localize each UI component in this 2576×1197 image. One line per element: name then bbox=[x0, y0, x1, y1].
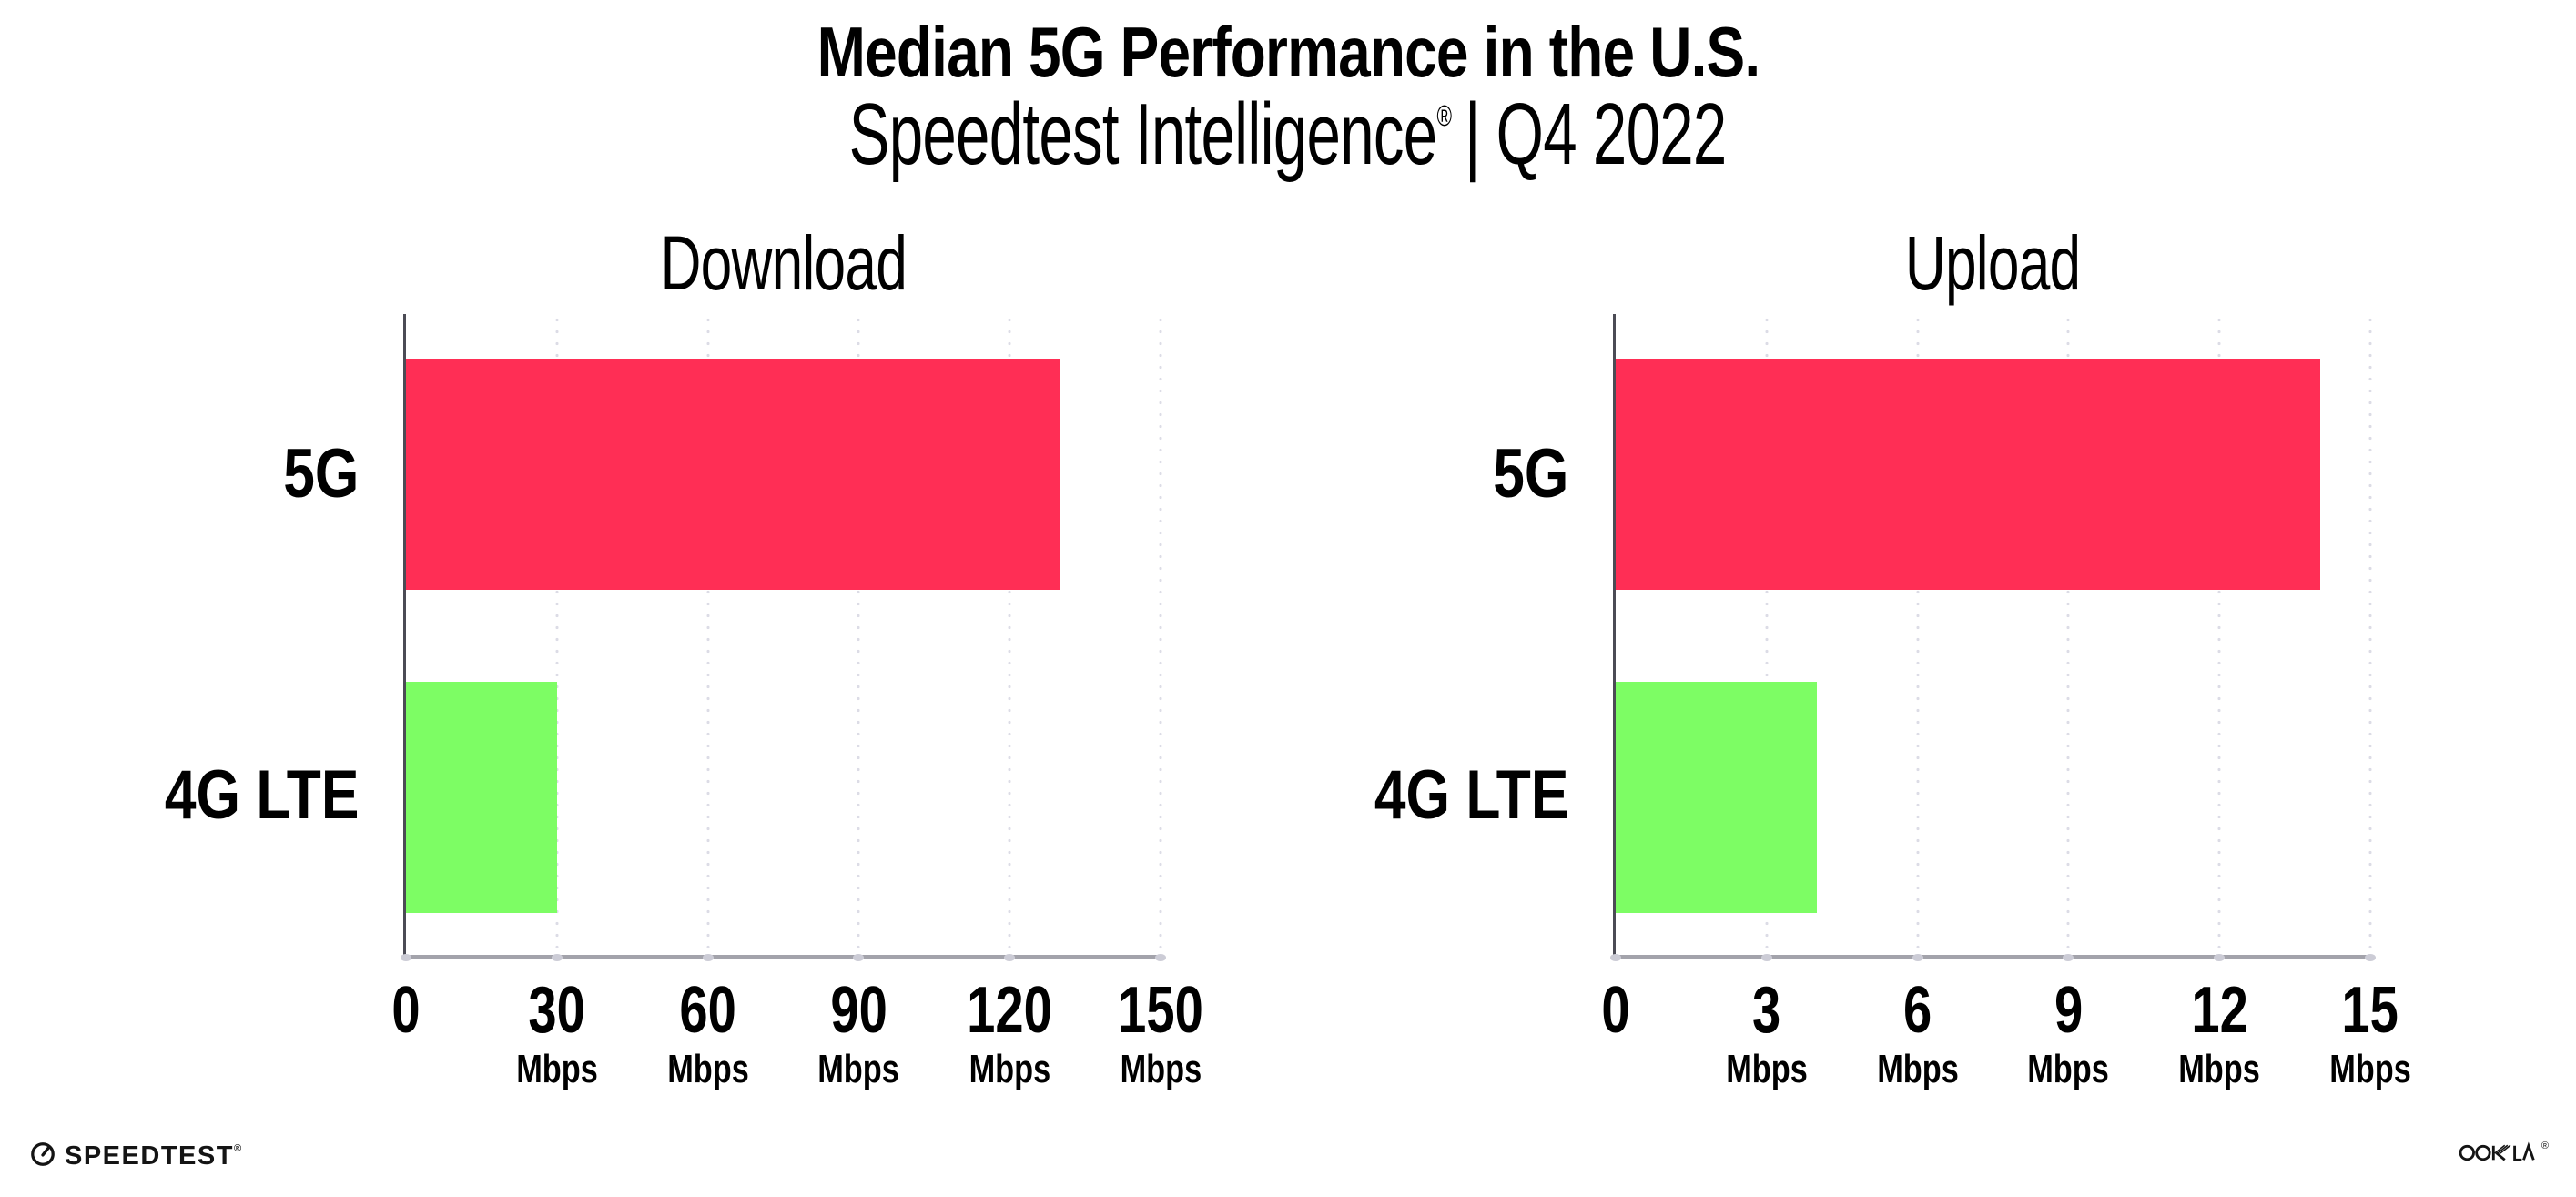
download-chart-title: Download bbox=[660, 220, 907, 306]
upload-chart: Upload 5G 4G LTE 0 3 Mbps 6 Mbps 9 Mbps 12 M… bbox=[1374, 225, 2410, 1090]
page-title: Median 5G Performance in the U.S. bbox=[816, 12, 1760, 92]
ookla-logo: ® bbox=[2459, 1140, 2549, 1168]
x-tick-label: 150 Mbps bbox=[1118, 974, 1203, 1091]
bar-5g-upload bbox=[1616, 359, 2320, 590]
speedtest-wordmark: SPEEDTEST® bbox=[65, 1141, 242, 1171]
gridline bbox=[555, 314, 559, 955]
axis-tick-dot bbox=[1610, 954, 1621, 961]
x-tick-label: 3 Mbps bbox=[1725, 974, 1808, 1091]
axis-tick-dot bbox=[1004, 954, 1016, 961]
axis-tick-dot bbox=[2214, 954, 2226, 961]
gridline bbox=[2368, 314, 2372, 955]
axis-tick-dot bbox=[2365, 954, 2376, 961]
axis-tick-dot bbox=[1760, 954, 1772, 961]
gridline bbox=[857, 314, 860, 955]
axis-tick-dot bbox=[853, 954, 865, 961]
axis-tick-dot bbox=[551, 954, 563, 961]
x-tick-label: 90 Mbps bbox=[817, 974, 900, 1091]
axis-tick-dot bbox=[2063, 954, 2074, 961]
x-tick-label: 0 bbox=[1601, 974, 1630, 1047]
page-subtitle: Speedtest Intelligence® | Q4 2022 bbox=[0, 86, 2576, 183]
x-tick-label: 120 Mbps bbox=[967, 974, 1053, 1091]
x-tick-label: 30 Mbps bbox=[515, 974, 598, 1091]
registered-mark: ® bbox=[2541, 1141, 2549, 1151]
x-tick-label: 9 Mbps bbox=[2027, 974, 2110, 1091]
subtitle-period: | Q4 2022 bbox=[1465, 86, 1728, 183]
x-tick-label: 12 Mbps bbox=[2178, 974, 2260, 1091]
axis-tick-dot bbox=[1155, 954, 1166, 961]
ookla-wordmark-icon bbox=[2459, 1140, 2539, 1168]
gridline bbox=[706, 314, 710, 955]
x-tick-label: 15 Mbps bbox=[2329, 974, 2411, 1091]
category-label-4g-lte: 4G LTE bbox=[164, 756, 359, 835]
gridline bbox=[1765, 314, 1769, 955]
axis-tick-dot bbox=[1912, 954, 1923, 961]
gridline bbox=[2217, 314, 2221, 955]
gridline bbox=[1159, 314, 1162, 955]
gridline bbox=[1008, 314, 1011, 955]
registered-mark: ® bbox=[233, 1143, 242, 1154]
bar-5g-download bbox=[406, 359, 1060, 590]
category-label-5g: 5G bbox=[282, 435, 359, 512]
subtitle-brand: Speedtest Intelligence bbox=[848, 86, 1438, 183]
category-label-4g-lte: 4G LTE bbox=[1374, 756, 1568, 835]
registered-mark: ® bbox=[1436, 99, 1453, 132]
download-chart: Download 5G 4G LTE 0 30 Mbps 60 Mbps 90 Mbp… bbox=[164, 225, 1202, 1090]
axis-tick-dot bbox=[401, 954, 411, 961]
bar-4g-download bbox=[406, 682, 557, 913]
x-tick-label: 6 Mbps bbox=[1876, 974, 1959, 1091]
speedtest-logo: SPEEDTEST® bbox=[30, 1141, 241, 1172]
gridline bbox=[1916, 314, 1920, 955]
x-tick-label: 60 Mbps bbox=[666, 974, 749, 1091]
axis-tick-dot bbox=[702, 954, 714, 961]
speedtest-gauge-icon bbox=[30, 1141, 56, 1172]
x-tick-label: 0 bbox=[391, 974, 421, 1047]
bar-4g-upload bbox=[1616, 682, 1818, 913]
gridline bbox=[2066, 314, 2070, 955]
category-label-5g: 5G bbox=[1492, 435, 1568, 512]
upload-chart-title: Upload bbox=[1905, 220, 2081, 306]
